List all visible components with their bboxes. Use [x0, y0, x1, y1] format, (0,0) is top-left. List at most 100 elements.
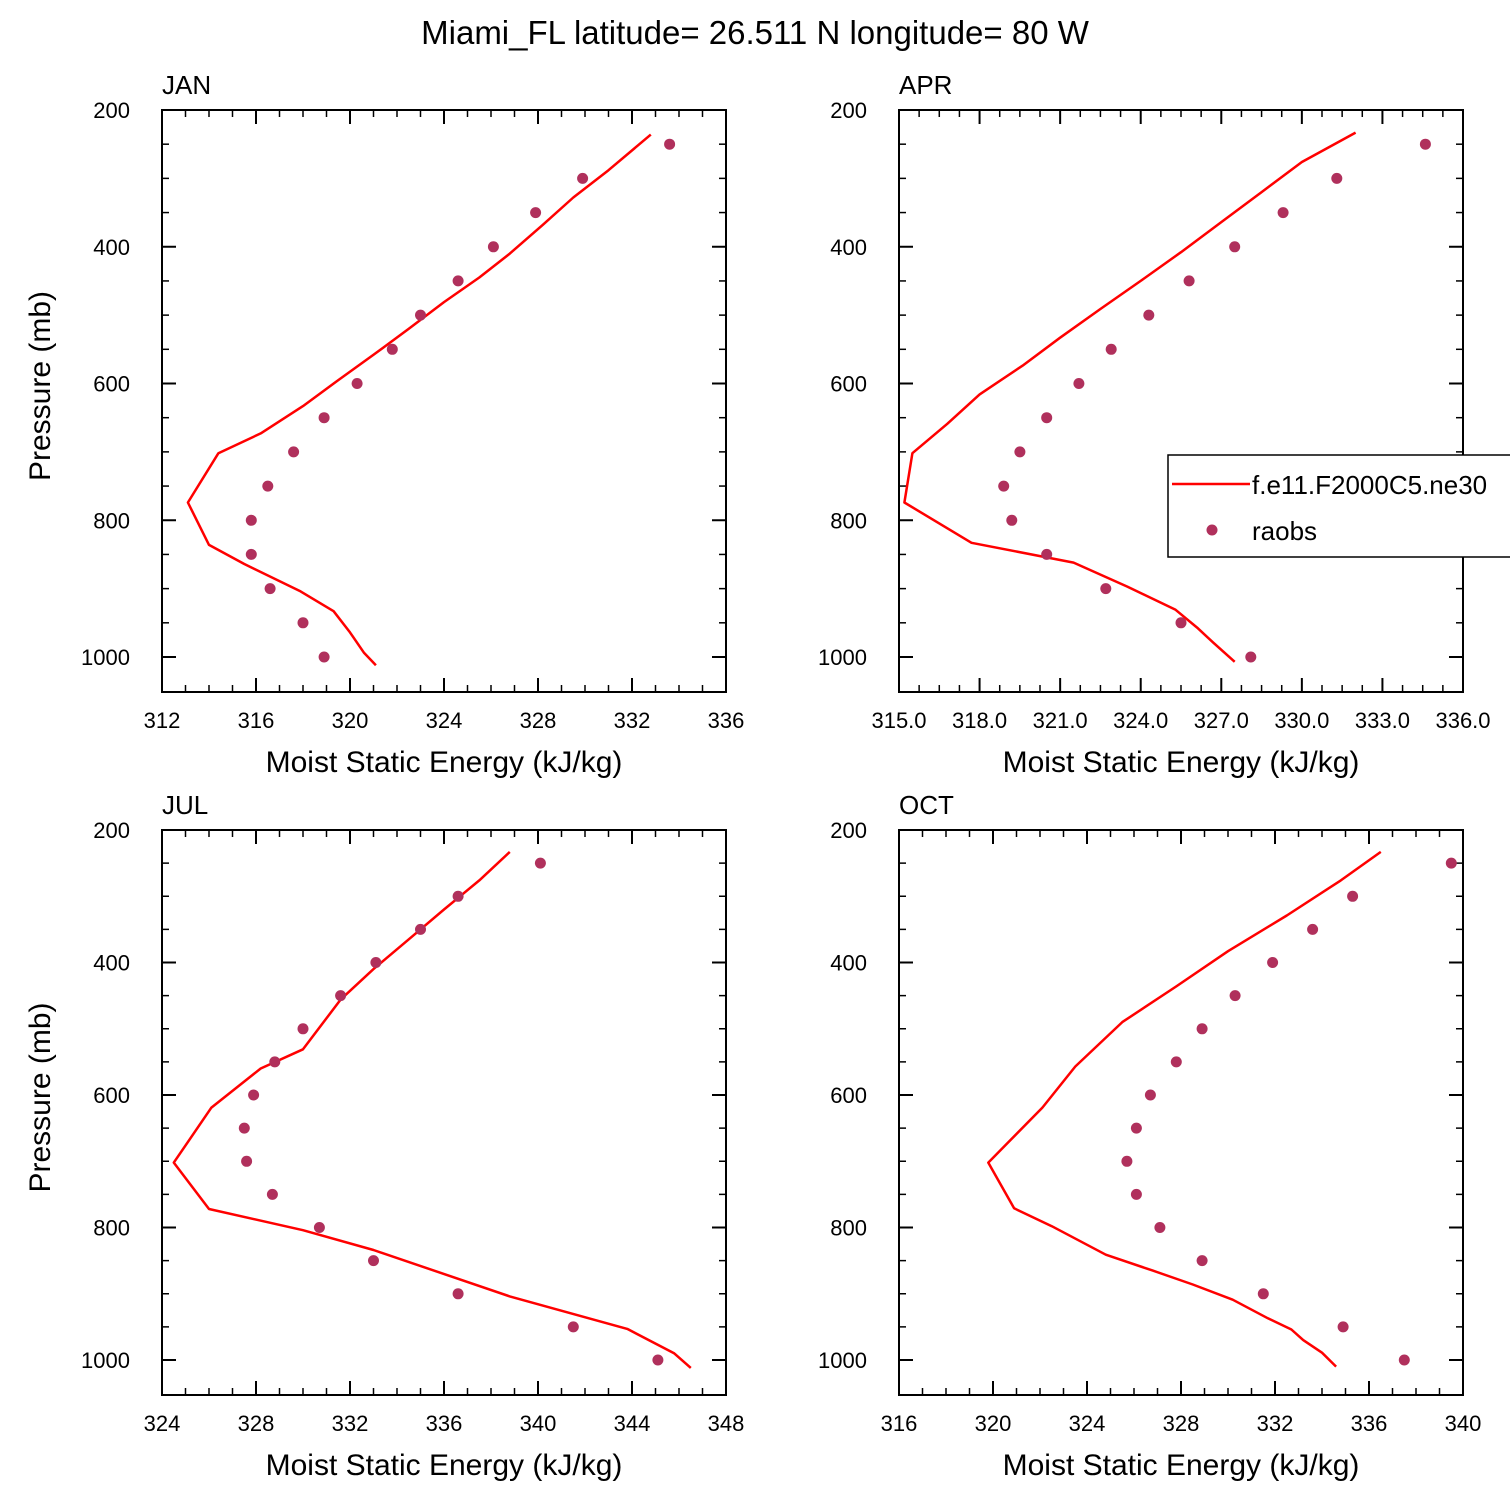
raobs-point	[998, 480, 1010, 492]
model-line-jul	[172, 850, 692, 1369]
panel-title-jul: JUL	[162, 790, 208, 820]
raobs-point	[1154, 1222, 1166, 1233]
y-tick-label: 400	[830, 235, 867, 260]
y-tick-label: 1000	[81, 645, 130, 670]
raobs-point	[1347, 890, 1359, 902]
raobs-point	[1130, 1122, 1142, 1134]
raobs-point	[1331, 172, 1343, 184]
raobs-point	[452, 275, 464, 287]
y-tick-label: 200	[93, 98, 130, 123]
y-tick-label: 600	[830, 1083, 867, 1108]
raobs-point	[262, 480, 274, 492]
legend-raobs-marker	[1206, 524, 1218, 536]
panel-jul: 324 328 332 336 340 344 348 200 400 600 800 1000 JUL…	[24, 790, 744, 1482]
raobs-point	[386, 343, 398, 355]
x-axis-label: Moist Static Energy (kJ/kg)	[1003, 746, 1360, 779]
raobs-point	[1398, 1354, 1410, 1366]
x-tick-label: 336	[426, 1411, 463, 1436]
raobs-point	[1130, 1188, 1142, 1200]
panel-title-apr: APR	[899, 70, 952, 100]
raobs-point	[664, 138, 676, 150]
y-tick-label: 400	[830, 951, 867, 976]
x-tick-label: 340	[1445, 1411, 1482, 1436]
raobs-point	[1014, 446, 1026, 458]
raobs-point	[567, 1321, 579, 1333]
raobs-point	[1419, 138, 1431, 150]
y-tick-label: 200	[830, 98, 867, 123]
raobs-point	[1183, 275, 1195, 287]
plot-frame-jan	[161, 109, 727, 693]
y-tick-label: 600	[93, 372, 130, 397]
x-tick-label: 340	[520, 1411, 557, 1436]
x-tick-label: 324	[426, 708, 463, 733]
raobs-point	[1170, 1056, 1182, 1068]
model-line-jan	[186, 133, 652, 667]
x-tick-label: 320	[332, 708, 369, 733]
raobs-point	[452, 890, 464, 902]
x-tick-label: 336.0	[1435, 708, 1490, 733]
plot-frame-apr	[898, 109, 1464, 693]
panel-title-jan: JAN	[162, 70, 211, 100]
y-tick-label: 800	[830, 1216, 867, 1241]
raobs-point	[1257, 1288, 1269, 1300]
legend-raobs-label: raobs	[1252, 516, 1317, 546]
x-tick-label: 321.0	[1033, 708, 1088, 733]
legend: f.e11.F2000C5.ne30 raobs	[1167, 454, 1510, 558]
x-tick-label: 344	[614, 1411, 651, 1436]
raobs-point	[577, 172, 589, 184]
x-tick-label: 320	[975, 1411, 1012, 1436]
raobs-point	[266, 1188, 278, 1200]
raobs-point	[1337, 1321, 1349, 1333]
panel-apr: 315.0 318.0 321.0 324.0 327.0 330.0 333.0 336.0…	[818, 70, 1490, 779]
figure-title: Miami_FL latitude= 26.511 N longitude= 8…	[421, 14, 1089, 51]
y-tick-label: 400	[93, 235, 130, 260]
raobs-point	[534, 857, 546, 869]
y-tick-label: 1000	[818, 645, 867, 670]
raobs-point	[288, 446, 300, 458]
y-tick-label: 800	[93, 1216, 130, 1241]
raobs-point	[452, 1288, 464, 1300]
panels-group: 312 316 320 324 328 332 336 200 400 600 800 1000 JAN…	[24, 70, 1491, 1482]
raobs-point	[1245, 651, 1257, 663]
y-tick-label: 200	[830, 818, 867, 843]
y-axis-label: Pressure (mb)	[24, 291, 57, 481]
panel-jan: 312 316 320 324 328 332 336 200 400 600 800 1000 JAN…	[24, 70, 744, 779]
raobs-point	[415, 309, 426, 321]
raobs-point	[1144, 1089, 1156, 1101]
raobs-point	[318, 651, 330, 663]
x-tick-label: 336	[1351, 1411, 1388, 1436]
x-tick-label: 332	[614, 708, 651, 733]
raobs-point	[248, 1089, 260, 1101]
y-tick-label: 600	[93, 1083, 130, 1108]
raobs-point	[1006, 514, 1018, 526]
x-axis-label: Moist Static Energy (kJ/kg)	[1003, 1449, 1360, 1482]
x-tick-label: 330.0	[1274, 708, 1329, 733]
raobs-point	[1267, 957, 1279, 968]
raobs-point	[1121, 1155, 1133, 1167]
x-tick-label: 312	[144, 708, 181, 733]
x-tick-label: 316	[238, 708, 275, 733]
raobs-point	[1307, 923, 1319, 935]
raobs-point	[245, 548, 257, 560]
raobs-point	[1105, 343, 1117, 355]
raobs-point	[1277, 207, 1289, 219]
raobs-point	[1073, 378, 1085, 389]
y-tick-label: 800	[93, 508, 130, 533]
y-tick-label: 400	[93, 951, 130, 976]
raobs-point	[1041, 548, 1053, 560]
model-line-oct	[987, 850, 1382, 1368]
y-tick-label: 600	[830, 372, 867, 397]
raobs-point	[1100, 583, 1112, 595]
raobs-point	[1229, 241, 1241, 253]
panel-title-oct: OCT	[899, 790, 954, 820]
raobs-point	[1175, 617, 1187, 629]
x-tick-label: 315.0	[871, 708, 926, 733]
raobs-point	[1196, 1255, 1208, 1267]
raobs-point	[368, 1255, 379, 1267]
raobs-point	[1196, 1023, 1208, 1035]
legend-model-label: f.e11.F2000C5.ne30	[1252, 470, 1487, 500]
raobs-point	[335, 990, 347, 1002]
raobs-point	[1445, 857, 1457, 869]
y-axis-label: Pressure (mb)	[24, 1002, 57, 1192]
